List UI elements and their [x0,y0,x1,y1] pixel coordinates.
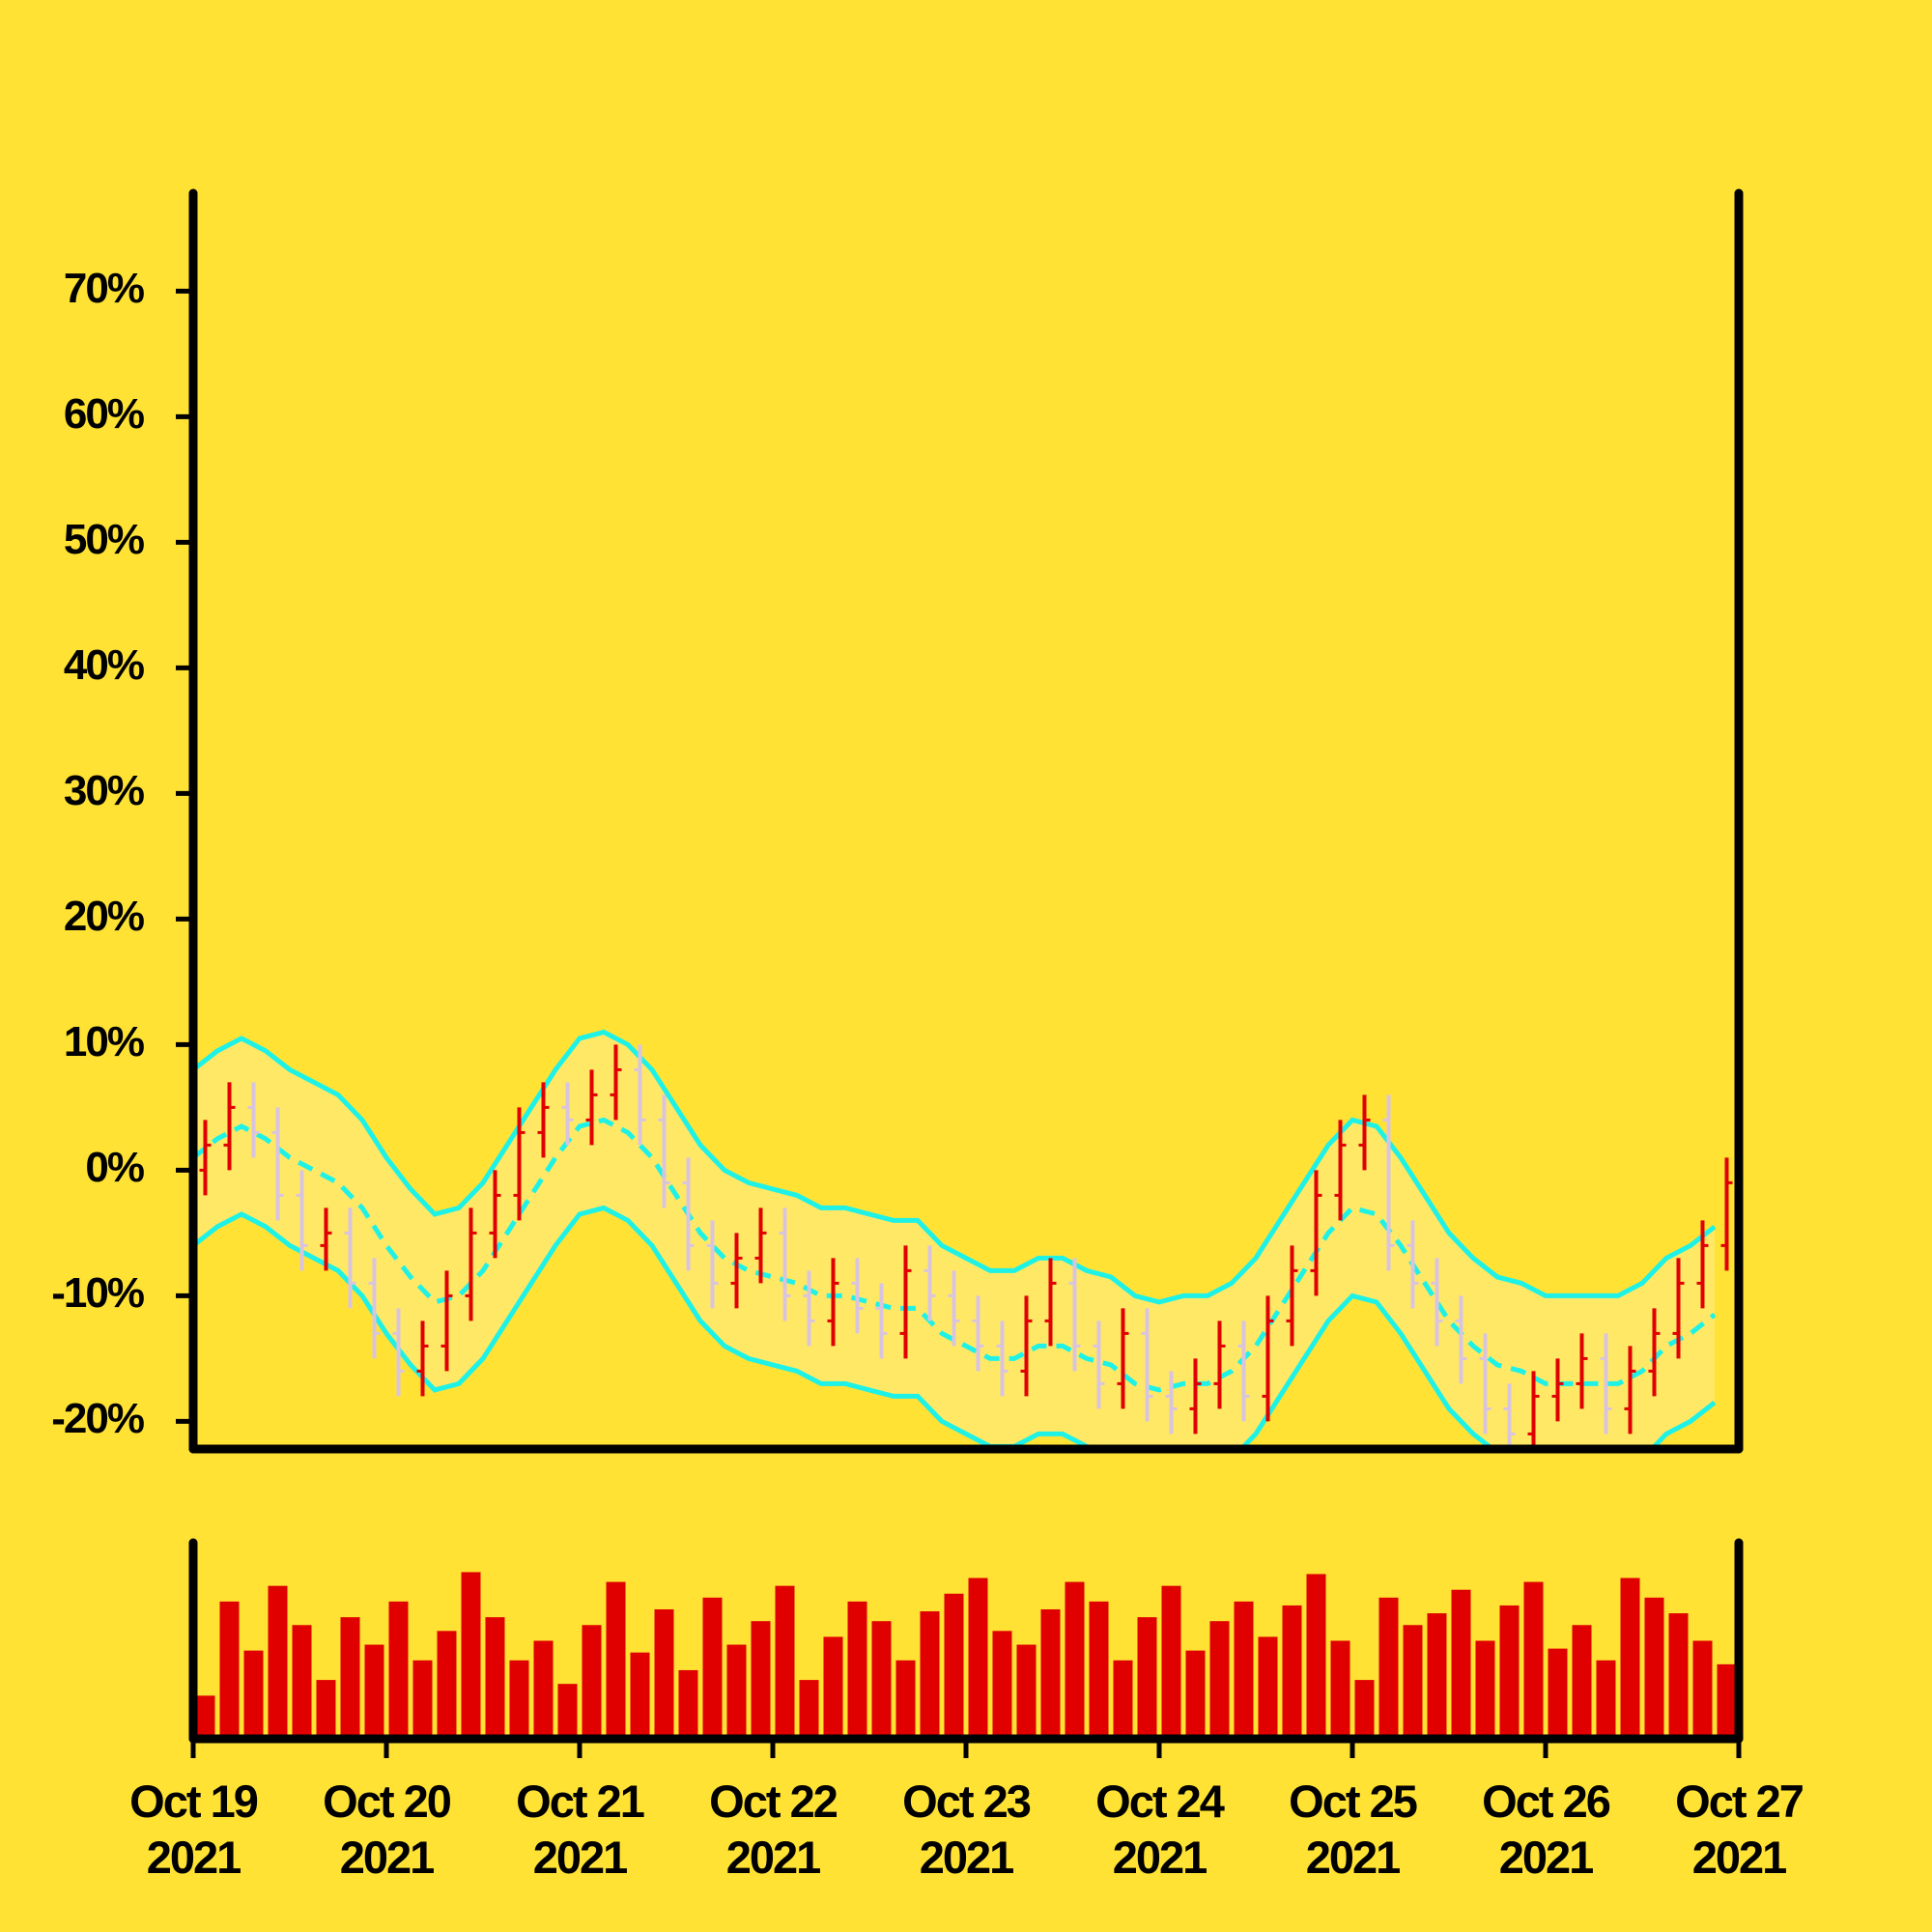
volume-bar [726,1644,747,1739]
volume-bar [1089,1601,1109,1739]
x-tick-label: Oct 23 2021 [902,1776,1032,1883]
volume-bar [1209,1621,1230,1739]
volume-bar [847,1601,867,1739]
plot-area [193,1029,1733,1449]
volume-bar [461,1572,481,1739]
volume-bar [702,1597,723,1739]
band-fill [193,1032,1715,1449]
volume-bar [485,1617,505,1739]
volume-bar [1161,1585,1181,1739]
volume-bar [606,1581,626,1739]
x-tick-label: Oct 21 2021 [516,1776,645,1883]
volume-bar [895,1660,916,1739]
x-tick-label: Oct 22 2021 [709,1776,838,1883]
y-tick-label: 10% [64,1018,144,1065]
volume-bar [823,1636,843,1739]
volume-bar [775,1585,795,1739]
volume-bar [1572,1625,1592,1739]
volume-bar [1113,1660,1133,1739]
y-tick-label: 20% [64,893,144,940]
volume-bar [1692,1640,1713,1739]
volume-bar [1065,1581,1085,1739]
volume-bar [1330,1640,1350,1739]
volume-bar [1475,1640,1495,1739]
volume-bar [388,1601,409,1739]
x-tick-label: Oct 20 2021 [323,1776,452,1883]
x-tick-label: Oct 25 2021 [1289,1776,1418,1883]
axes: -20% -10% 0% 10% 20% 30% 40% 50% 60% 70% [51,188,1744,1758]
volume-bar [582,1625,602,1739]
volume-bar [1040,1609,1061,1739]
x-tick-label: Oct 24 2021 [1095,1776,1225,1883]
volume-bar [654,1609,674,1739]
volume-bar [1354,1680,1375,1739]
y-tick-label: 0% [85,1144,143,1191]
volume-bar [557,1684,578,1739]
volume-bar [630,1652,650,1739]
volume-bar [1427,1613,1447,1739]
volume-bar [920,1611,940,1739]
y-tick-label: 60% [64,390,144,438]
volume-bar [412,1660,433,1739]
volume-bar [364,1644,384,1739]
volume-bar [1451,1589,1471,1739]
volume-bar [437,1631,457,1739]
volume-bar [1378,1597,1399,1739]
volume-bar [509,1660,529,1739]
y-tick-label: -20% [51,1395,144,1442]
x-tick-label: Oct 26 2021 [1482,1776,1611,1883]
y-tick-label: -10% [51,1269,144,1317]
volume-bar [1620,1577,1640,1739]
volume-bar [871,1621,892,1739]
volume-bar [268,1585,288,1739]
volume-bar [1282,1605,1302,1739]
volume-bar [1523,1581,1544,1739]
y-tick-label: 40% [64,641,144,689]
volume-bar [1258,1636,1278,1739]
volume-bar [1668,1613,1689,1739]
volume-bar [1137,1617,1157,1739]
volume-bar [243,1650,264,1739]
volume-bar [944,1593,964,1739]
volume-bar [1548,1648,1568,1739]
volume-bar [533,1640,554,1739]
y-tick-label: 50% [64,516,144,563]
volume-bar [292,1625,312,1739]
band-lower [193,1205,1717,1449]
volume-bar [1403,1625,1423,1739]
x-tick-label: Oct 27 2021 [1675,1776,1804,1883]
volume-bar [968,1577,988,1739]
volume-bar [340,1617,360,1739]
volume-bar [316,1680,336,1739]
y-tick-label: 30% [64,767,144,814]
volume-bar [1185,1650,1206,1739]
volume-bar [1717,1663,1737,1739]
x-tick-label: Oct 19 2021 [129,1776,259,1883]
band-upper [193,1029,1717,1305]
volume-bar [1644,1597,1664,1739]
volume-bar [1306,1574,1326,1739]
volume-bar [992,1631,1012,1739]
volume-bar [1016,1644,1037,1739]
y-tick-label: 70% [64,265,144,312]
volume-panel [195,1572,1737,1739]
volume-bar [799,1680,819,1739]
volume-bar [1499,1605,1520,1739]
volume-bar [678,1669,698,1739]
volume-bar [219,1601,240,1739]
volume-bar [195,1695,215,1739]
volume-bar [1596,1660,1616,1739]
volume-bar [751,1621,771,1739]
volume-bar [1234,1601,1254,1739]
